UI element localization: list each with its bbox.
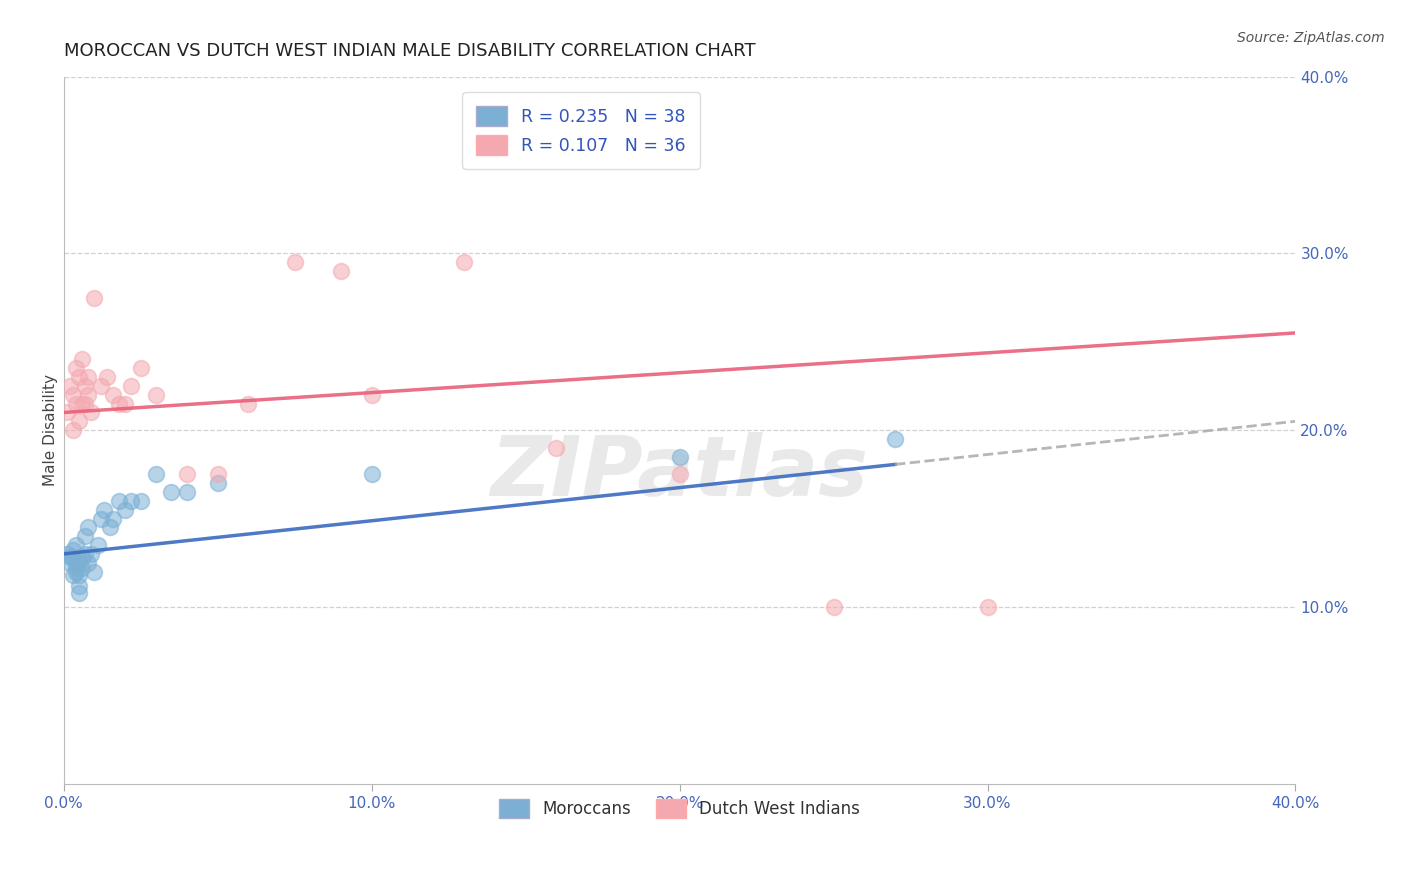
Point: [55, 405, 77, 419]
Point: [67, 568, 90, 582]
Point: [546, 441, 568, 455]
Point: [668, 467, 690, 482]
Point: [65, 538, 87, 552]
Point: [98, 520, 121, 534]
Point: [70, 352, 93, 367]
Point: [65, 361, 87, 376]
Point: [176, 467, 198, 482]
Point: [77, 556, 100, 570]
Point: [70, 561, 93, 575]
Point: [120, 379, 142, 393]
Point: [360, 467, 382, 482]
Point: [108, 397, 131, 411]
Point: [129, 361, 152, 376]
Point: [75, 379, 97, 393]
Point: [70, 397, 93, 411]
Point: [145, 467, 167, 482]
Point: [59, 556, 82, 570]
Point: [77, 370, 100, 384]
Text: MOROCCAN VS DUTCH WEST INDIAN MALE DISABILITY CORRELATION CHART: MOROCCAN VS DUTCH WEST INDIAN MALE DISAB…: [63, 42, 755, 60]
Point: [360, 388, 382, 402]
Point: [160, 485, 183, 500]
Point: [62, 550, 84, 565]
Point: [65, 561, 87, 575]
Point: [59, 550, 82, 565]
Point: [976, 599, 998, 614]
Point: [101, 511, 124, 525]
Point: [75, 547, 97, 561]
Y-axis label: Male Disability: Male Disability: [44, 374, 58, 486]
Point: [67, 556, 90, 570]
Point: [453, 255, 475, 269]
Point: [90, 511, 112, 525]
Point: [62, 388, 84, 402]
Point: [65, 397, 87, 411]
Point: [62, 568, 84, 582]
Point: [284, 255, 307, 269]
Point: [80, 405, 103, 419]
Point: [65, 565, 87, 579]
Point: [75, 397, 97, 411]
Point: [80, 547, 103, 561]
Point: [67, 414, 90, 428]
Point: [329, 264, 352, 278]
Point: [86, 538, 108, 552]
Point: [83, 291, 105, 305]
Point: [884, 432, 907, 446]
Point: [207, 467, 229, 482]
Point: [77, 520, 100, 534]
Point: [90, 379, 112, 393]
Point: [823, 599, 845, 614]
Point: [62, 543, 84, 558]
Point: [70, 550, 93, 565]
Point: [62, 423, 84, 437]
Text: ZIPatlas: ZIPatlas: [491, 432, 869, 513]
Point: [120, 494, 142, 508]
Legend: Moroccans, Dutch West Indians: Moroccans, Dutch West Indians: [492, 792, 868, 825]
Point: [65, 556, 87, 570]
Point: [668, 450, 690, 464]
Point: [77, 388, 100, 402]
Point: [67, 586, 90, 600]
Point: [108, 494, 131, 508]
Text: Source: ZipAtlas.com: Source: ZipAtlas.com: [1237, 31, 1385, 45]
Point: [176, 485, 198, 500]
Point: [96, 370, 118, 384]
Point: [1223, 43, 1246, 57]
Point: [114, 397, 136, 411]
Point: [93, 502, 115, 516]
Point: [83, 565, 105, 579]
Point: [55, 547, 77, 561]
Point: [114, 502, 136, 516]
Point: [67, 370, 90, 384]
Point: [145, 388, 167, 402]
Point: [207, 476, 229, 491]
Point: [59, 379, 82, 393]
Point: [101, 388, 124, 402]
Point: [129, 494, 152, 508]
Point: [238, 397, 260, 411]
Point: [75, 529, 97, 543]
Point: [67, 579, 90, 593]
